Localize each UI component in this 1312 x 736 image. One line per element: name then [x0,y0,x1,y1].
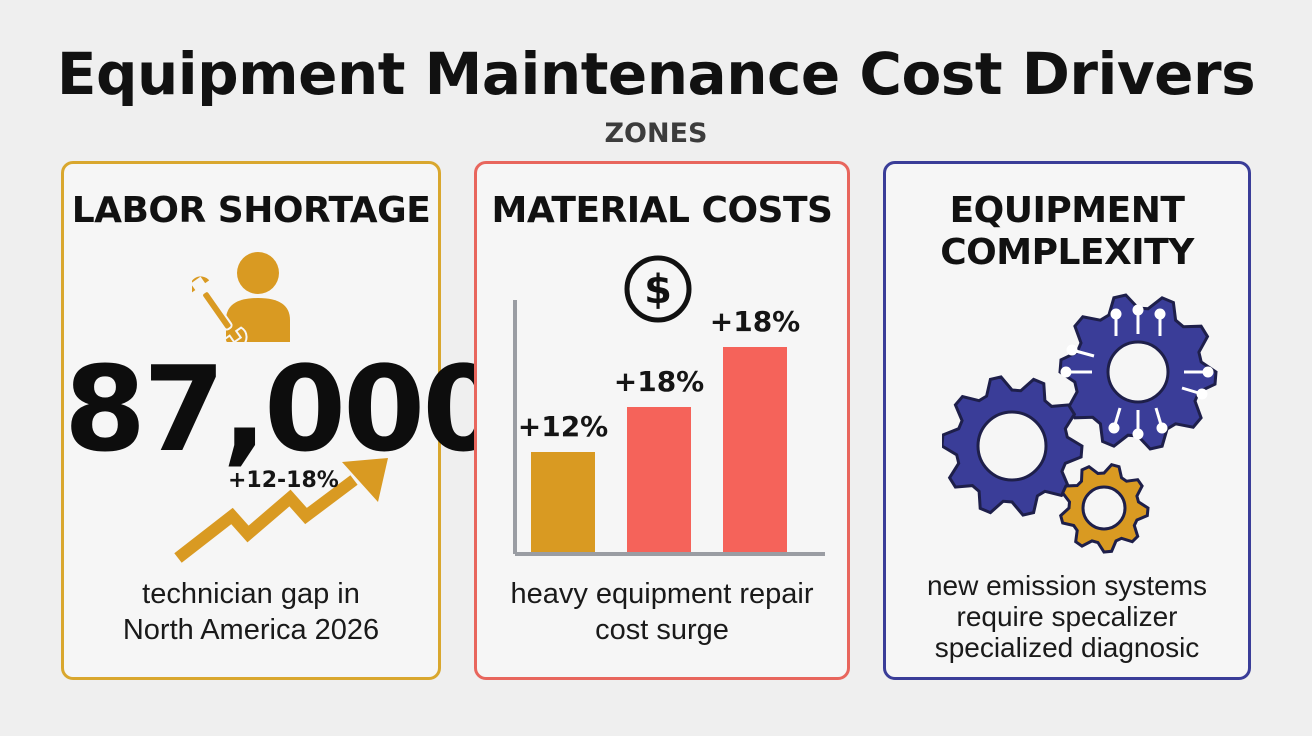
technician-wrench-icon [192,252,290,342]
material-caption: heavy equipment repair cost surge [477,576,847,648]
labor-caption-line1: technician gap in [142,578,360,610]
svg-text:$: $ [644,267,672,313]
page-subtitle: ZONES [604,118,708,149]
complexity-caption-line3: specialized diagnosic [934,632,1200,663]
equipment-complexity-title: EQUIPMENT COMPLEXITY [886,190,1248,274]
circuit-gear-icon [1058,293,1218,451]
material-cost-bar-chart [513,300,825,556]
gold-gear-icon [1059,463,1150,554]
bar-label-3: +18% [709,305,801,338]
bar-1 [531,452,595,552]
material-costs-panel: MATERIAL COSTS $ +12% +18% +18% heavy equi… [474,161,850,680]
labor-caption-line2: North America 2026 [122,614,380,646]
bar-label-1: +12% [517,410,609,443]
trend-percent-label: +12-18% [228,468,339,493]
equipment-complexity-panel: EQUIPMENT COMPLEXITY new emission system… [883,161,1251,680]
bar-3 [723,347,787,552]
bar-2 [627,407,691,552]
complexity-caption: new emission systems require specalizer … [886,570,1248,663]
page-title: Equipment Maintenance Cost Drivers [56,40,1256,108]
complexity-title-line1: EQUIPMENT [949,190,1185,231]
labor-caption: technician gap in North America 2026 [64,576,438,648]
complexity-caption-line1: new emission systems [926,570,1208,601]
rising-trend-arrow-icon [174,458,388,563]
complexity-caption-line2: require specalizer [956,601,1178,632]
technician-gap-number: 87,000 [64,340,504,478]
material-caption-line2: cost surge [595,614,729,646]
circuit-traces [1060,304,1214,440]
material-caption-line1: heavy equipment repair [510,578,814,610]
complexity-title-line2: COMPLEXITY [940,232,1194,273]
material-costs-title: MATERIAL COSTS [491,190,833,231]
labor-shortage-title: LABOR SHORTAGE [71,190,431,231]
dollar-icon: $ [624,255,692,323]
gears-circuit-icon [942,293,1218,554]
bar-label-2: +18% [613,365,705,398]
blue-gear-icon [942,375,1084,517]
labor-shortage-panel: LABOR SHORTAGE 87,000 +12-18% technician… [61,161,504,680]
